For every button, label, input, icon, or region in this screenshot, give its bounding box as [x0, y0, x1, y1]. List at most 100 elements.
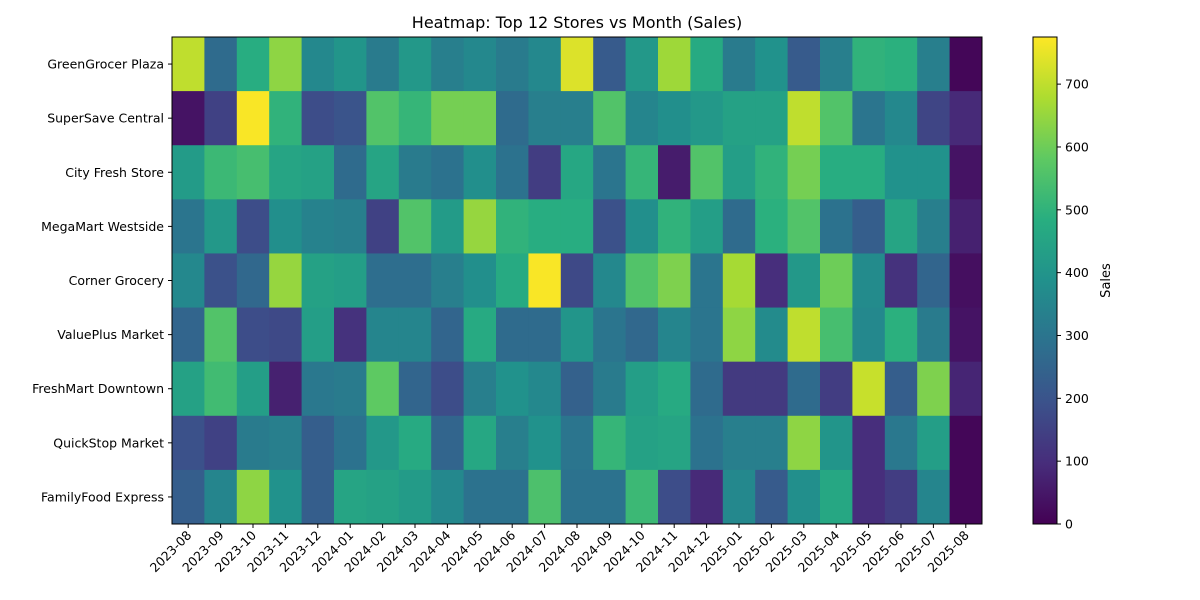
heatmap-cell	[625, 307, 659, 363]
heatmap-cell	[204, 37, 238, 92]
heatmap-cell	[398, 145, 432, 200]
heatmap-cell	[172, 415, 205, 471]
y-tick-label: City Fresh Store	[65, 165, 164, 180]
heatmap-cell	[884, 37, 918, 92]
heatmap-cell	[528, 469, 562, 525]
heatmap-cell	[496, 91, 529, 146]
heatmap-cell	[204, 199, 238, 254]
y-tick-label: GreenGrocer Plaza	[47, 57, 164, 72]
heatmap-cell	[560, 469, 594, 525]
heatmap-cell	[722, 37, 756, 92]
heatmap-cell	[560, 307, 594, 363]
heatmap-cell	[301, 361, 335, 417]
heatmap-cell	[690, 199, 724, 254]
heatmap-cell	[593, 91, 627, 146]
heatmap-cell	[463, 469, 497, 525]
heatmap-cell	[852, 361, 886, 417]
heatmap-cell	[755, 361, 789, 417]
heatmap-cell	[463, 253, 497, 309]
heatmap-cell	[204, 145, 238, 200]
x-axis: 2023-082023-092023-102023-112023-122024-…	[147, 524, 972, 575]
heatmap-cell	[366, 91, 400, 146]
heatmap-cell	[398, 91, 432, 146]
heatmap-cell	[269, 361, 303, 417]
heatmap-cell	[528, 145, 562, 200]
heatmap-cell	[820, 469, 853, 525]
colorbar-tick-label: 700	[1065, 77, 1089, 92]
heatmap-cell	[398, 361, 432, 417]
heatmap-cell	[755, 307, 789, 363]
heatmap-cell	[301, 199, 335, 254]
heatmap-cell	[820, 37, 853, 92]
heatmap-cell	[496, 253, 529, 309]
heatmap-cell	[301, 91, 335, 146]
heatmap-cell	[917, 415, 951, 471]
heatmap-cell	[884, 91, 918, 146]
heatmap-cell	[787, 307, 821, 363]
heatmap-cell	[528, 253, 562, 309]
heatmap-cell	[917, 307, 951, 363]
heatmap-cell	[431, 307, 465, 363]
heatmap-cell	[625, 37, 659, 92]
heatmap-cell	[463, 415, 497, 471]
heatmap-cell	[593, 415, 627, 471]
heatmap-cell	[366, 415, 400, 471]
heatmap-cell	[852, 415, 886, 471]
heatmap-cell	[366, 307, 400, 363]
heatmap-cell	[690, 307, 724, 363]
heatmap-cell	[755, 415, 789, 471]
heatmap-cell	[398, 253, 432, 309]
heatmap-cell	[204, 307, 238, 363]
heatmap-cell	[787, 469, 821, 525]
heatmap-cell	[269, 91, 303, 146]
heatmap-cell	[755, 253, 789, 309]
heatmap-cell	[593, 307, 627, 363]
colorbar-tick-label: 500	[1065, 202, 1089, 217]
heatmap-cell	[560, 145, 594, 200]
heatmap-cell	[658, 145, 691, 200]
heatmap-cell	[528, 307, 562, 363]
heatmap-cell	[366, 145, 400, 200]
heatmap-cell	[334, 199, 367, 254]
heatmap-cell	[236, 37, 270, 92]
heatmap-cell	[658, 91, 691, 146]
heatmap-cell	[820, 253, 853, 309]
heatmap-cell	[884, 361, 918, 417]
heatmap-cell	[366, 199, 400, 254]
heatmap-cell	[755, 469, 789, 525]
heatmap-cell	[463, 199, 497, 254]
colorbar-tick-label: 600	[1065, 139, 1089, 154]
heatmap-cell	[431, 37, 465, 92]
heatmap-cell	[431, 199, 465, 254]
heatmap-cell	[236, 469, 270, 525]
heatmap-cell	[884, 199, 918, 254]
y-tick-label: QuickStop Market	[53, 435, 164, 450]
heatmap-cell	[172, 91, 205, 146]
heatmap-cell	[593, 361, 627, 417]
heatmap-cell	[949, 145, 983, 200]
heatmap-cell	[949, 199, 983, 254]
heatmap-cell	[949, 361, 983, 417]
heatmap-cell	[820, 145, 853, 200]
heatmap-cell	[301, 415, 335, 471]
heatmap-cell	[431, 253, 465, 309]
heatmap-cell	[658, 415, 691, 471]
y-tick-label: FreshMart Downtown	[32, 381, 164, 396]
heatmap-cell	[236, 145, 270, 200]
heatmap-cell	[852, 145, 886, 200]
heatmap-cell	[269, 307, 303, 363]
heatmap-cell	[172, 307, 205, 363]
heatmap-cell	[722, 91, 756, 146]
heatmap-cell	[269, 199, 303, 254]
colorbar-tick-label: 300	[1065, 328, 1089, 343]
heatmap-cell	[528, 415, 562, 471]
y-axis: GreenGrocer Plaza SuperSave Central City F…	[32, 57, 172, 504]
heatmap-cell	[301, 37, 335, 92]
heatmap-cell	[560, 37, 594, 92]
heatmap-cell	[236, 361, 270, 417]
heatmap-cell	[690, 37, 724, 92]
heatmap-cell	[366, 253, 400, 309]
heatmap-cell	[852, 91, 886, 146]
heatmap-cell	[172, 253, 205, 309]
heatmap-cell	[236, 199, 270, 254]
